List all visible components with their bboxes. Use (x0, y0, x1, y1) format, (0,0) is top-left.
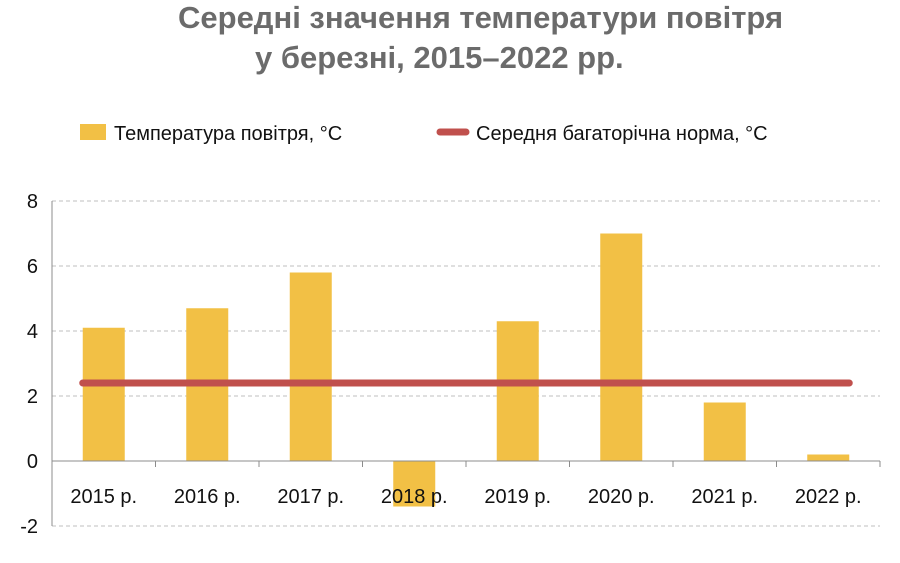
x-tick-label: 2018 р. (381, 486, 448, 508)
y-tick-label: 4 (27, 321, 38, 343)
x-tick-label: 2020 р. (588, 486, 655, 508)
chart-title-line-2: у березні, 2015–2022 рр. (255, 40, 624, 75)
x-tick-label: 2022 р. (795, 486, 862, 508)
y-tick-label: 6 (27, 256, 38, 278)
axes (51, 201, 881, 526)
legend-swatch-temperature (80, 124, 106, 140)
y-tick-label: 2 (27, 386, 38, 408)
gridlines (52, 200, 880, 527)
bar (289, 272, 332, 461)
x-tick-labels: 2015 р. 2016 р. 2017 р. 2018 р. 2019 р. 2020 … (70, 486, 861, 508)
bar (496, 321, 539, 461)
x-tick-label: 2017 р. (277, 486, 344, 508)
bar (393, 461, 436, 507)
y-tick-label: 8 (27, 191, 38, 213)
legend-label-temperature: Температура повітря, °С (114, 123, 342, 145)
x-tick-label: 2015 р. (70, 486, 137, 508)
x-tick-label: 2019 р. (484, 486, 551, 508)
legend: Температура повітря, °С Середня багаторі… (80, 123, 768, 145)
x-tick-label: 2016 р. (174, 486, 241, 508)
legend-label-norm: Середня багаторічна норма, °С (476, 123, 768, 145)
y-tick-label: -2 (20, 516, 38, 538)
x-tick-label: 2021 р. (691, 486, 758, 508)
bar (82, 327, 125, 461)
bar (600, 233, 643, 461)
y-tick-label: 0 (27, 451, 38, 473)
bar (703, 402, 746, 461)
chart-title-line-1: Середні значення температури повітря (178, 0, 784, 35)
y-tick-labels: -2 0 2 4 6 8 (20, 191, 38, 538)
bar (807, 454, 850, 461)
